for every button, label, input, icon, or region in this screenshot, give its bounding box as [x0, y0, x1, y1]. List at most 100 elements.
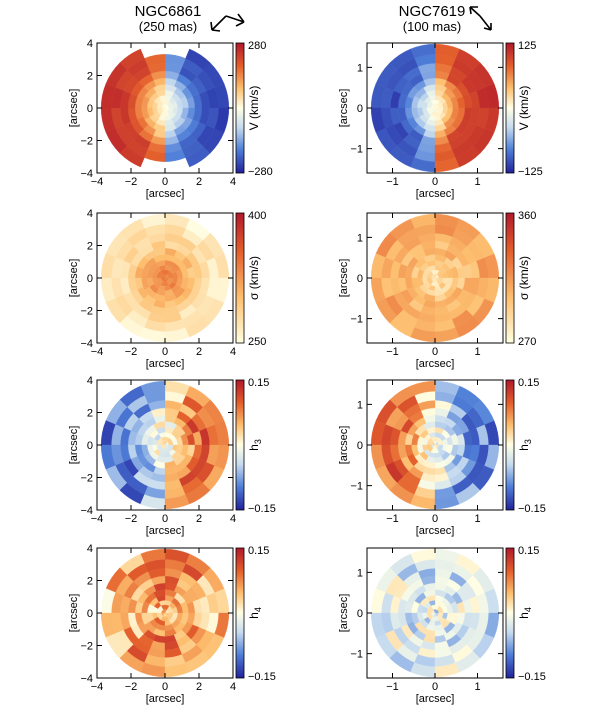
colorbar-title: h4 [517, 607, 533, 619]
y-axis-label: [arcsec] [68, 594, 80, 633]
x-tick-label: −4 [91, 681, 104, 693]
colorbar-min-label: −0.15 [518, 503, 546, 515]
column-subtitle-left: (250 mas) [139, 19, 198, 34]
y-tick-label: −4 [80, 168, 93, 180]
colorbar-title: V (km/s) [247, 86, 261, 131]
panel-ngc6861-V: −4 −2 0 2 4 4 2 0 −2 −4 [arcsec] [arcsec] 280 −280 V (… [68, 38, 273, 200]
y-tick-label: 1 [357, 62, 363, 74]
x-tick-label: 4 [230, 513, 236, 525]
y-axis-label: [arcsec] [338, 426, 350, 465]
x-tick-label: 2 [196, 176, 202, 188]
y-tick-label: 0 [87, 440, 93, 452]
colorbar-title: V (km/s) [517, 86, 531, 131]
colorbar-min-label: −0.15 [248, 671, 276, 683]
x-tick-label: −4 [91, 176, 104, 188]
colorbar [235, 379, 245, 511]
colorbar [505, 212, 515, 344]
y-axis-label: [arcsec] [338, 89, 350, 128]
x-tick-label: −2 [125, 346, 138, 358]
x-tick-label: 4 [230, 681, 236, 693]
y-axis-label: [arcsec] [68, 259, 80, 298]
x-tick-label: −1 [386, 346, 399, 358]
colorbar-max-label: 400 [248, 210, 266, 222]
colorbar-title-subscript: 4 [253, 607, 263, 612]
x-tick-label: 0 [432, 681, 438, 693]
x-tick-label: 2 [196, 513, 202, 525]
colorbar-title: σ (km/s) [247, 256, 261, 300]
y-tick-label: 0 [357, 440, 363, 452]
x-tick-label: 0 [432, 346, 438, 358]
y-tick-label: 0 [87, 608, 93, 620]
x-axis-label: [arcsec] [146, 358, 185, 370]
y-tick-label: −1 [350, 144, 363, 156]
y-axis-label: [arcsec] [338, 594, 350, 633]
y-axis-label: [arcsec] [68, 426, 80, 465]
x-tick-label: −2 [125, 513, 138, 525]
colorbar-title: σ (km/s) [517, 256, 531, 300]
x-tick-label: 2 [196, 681, 202, 693]
y-tick-label: −2 [80, 306, 93, 318]
y-tick-label: −1 [350, 649, 363, 661]
y-tick-label: −4 [80, 338, 93, 350]
colorbar-min-label: −125 [518, 166, 543, 178]
colorbar-title-subscript: 3 [523, 439, 533, 444]
x-tick-label: −2 [125, 681, 138, 693]
compass-arrows-right [469, 6, 492, 31]
colorbar [235, 42, 245, 174]
y-tick-label: −2 [80, 136, 93, 148]
y-tick-label: −1 [350, 481, 363, 493]
y-tick-label: 0 [357, 608, 363, 620]
x-tick-label: −2 [125, 176, 138, 188]
colorbar [235, 547, 245, 679]
x-axis-label: [arcsec] [416, 358, 455, 370]
compass-arrows-left [210, 13, 245, 32]
y-axis-label: [arcsec] [338, 259, 350, 298]
y-tick-label: 1 [357, 567, 363, 579]
x-tick-label: 4 [230, 346, 236, 358]
y-tick-label: 2 [87, 576, 93, 588]
colorbar-min-label: 250 [248, 336, 266, 348]
y-tick-label: 0 [357, 103, 363, 115]
x-axis-label: [arcsec] [416, 525, 455, 537]
x-tick-label: −1 [386, 513, 399, 525]
x-tick-label: 1 [474, 346, 480, 358]
column-subtitle-right: (100 mas) [403, 19, 462, 34]
y-tick-label: 4 [87, 375, 93, 387]
y-tick-label: 4 [87, 38, 93, 50]
x-tick-label: 0 [162, 681, 168, 693]
x-axis-label: [arcsec] [146, 525, 185, 537]
x-tick-label: −1 [386, 176, 399, 188]
y-tick-label: 0 [87, 103, 93, 115]
x-tick-label: 1 [474, 681, 480, 693]
colorbar-title: h3 [517, 439, 533, 451]
y-tick-label: 1 [357, 232, 363, 244]
colorbar-max-label: 0.15 [248, 377, 269, 389]
colorbar [505, 42, 515, 174]
column-title-left: NGC6861 [135, 3, 202, 20]
colorbar-min-label: 270 [518, 336, 536, 348]
colorbar-min-label: −0.15 [518, 671, 546, 683]
x-tick-label: 1 [474, 176, 480, 188]
x-axis-label: [arcsec] [146, 693, 185, 705]
y-tick-label: 4 [87, 543, 93, 555]
x-tick-label: 0 [432, 176, 438, 188]
x-tick-label: 0 [162, 346, 168, 358]
x-axis-label: [arcsec] [146, 188, 185, 200]
y-tick-label: −2 [80, 641, 93, 653]
colorbar-title-subscript: 3 [253, 439, 263, 444]
colorbar-max-label: 0.15 [518, 377, 539, 389]
colorbar-max-label: 125 [518, 40, 536, 52]
y-tick-label: −4 [80, 505, 93, 517]
colorbar [505, 379, 515, 511]
x-tick-label: −1 [386, 681, 399, 693]
colorbar-min-label: −280 [248, 166, 273, 178]
y-tick-label: 0 [357, 273, 363, 285]
y-tick-label: 2 [87, 71, 93, 83]
y-tick-label: −4 [80, 673, 93, 685]
colorbar-max-label: 360 [518, 210, 536, 222]
x-tick-label: 0 [162, 176, 168, 188]
panel-ngc6861-h4: −4 −2 0 2 4 4 2 0 −2 −4 [arcsec] [arcsec] 0.15 −0.15 h… [68, 543, 276, 705]
y-tick-label: 4 [87, 208, 93, 220]
x-tick-label: 0 [432, 513, 438, 525]
